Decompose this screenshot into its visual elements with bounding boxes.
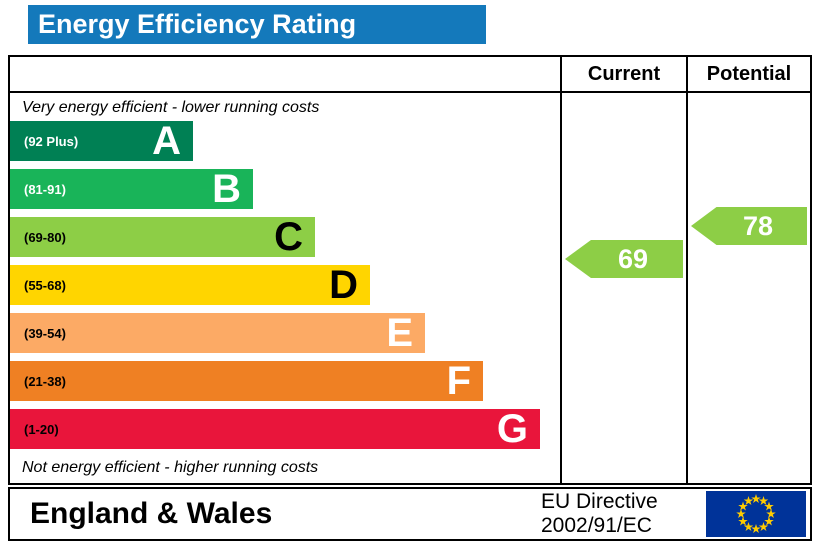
band-a: (92 Plus) A bbox=[10, 121, 193, 161]
potential-column: 78 bbox=[688, 93, 810, 483]
bottom-note: Not energy efficient - higher running co… bbox=[22, 459, 319, 476]
region-label: England & Wales bbox=[30, 497, 273, 530]
band-a-range-label: (92 Plus) bbox=[24, 133, 79, 149]
header-spacer bbox=[10, 57, 562, 91]
band-f: (21-38) F bbox=[10, 361, 483, 401]
table-header-row: Current Potential bbox=[10, 57, 810, 93]
band-c: (69-80) C bbox=[10, 217, 315, 257]
band-a-letter: A bbox=[152, 119, 181, 163]
potential-column-header: Potential bbox=[706, 63, 792, 85]
rating-scale-column: Very energy efficient - lower running co… bbox=[10, 93, 562, 483]
current-rating-value: 69 bbox=[617, 243, 649, 274]
current-column: 69 bbox=[562, 93, 688, 483]
band-f-letter: F bbox=[446, 359, 471, 403]
band-d: (55-68) D bbox=[10, 265, 370, 305]
band-d-letter: D bbox=[329, 263, 358, 307]
rating-table: Current Potential Very energy efficient … bbox=[8, 55, 812, 485]
band-b: (81-91) B bbox=[10, 169, 253, 209]
band-f-range-label: (21-38) bbox=[24, 373, 66, 389]
band-g-range-label: (1-20) bbox=[24, 421, 59, 437]
band-c-letter: C bbox=[274, 215, 303, 259]
band-c-range-label: (69-80) bbox=[24, 229, 66, 245]
eu-flag-icon bbox=[706, 491, 806, 537]
eu-directive-line2: 2002/91/EC bbox=[541, 514, 652, 537]
eu-directive-line1: EU Directive bbox=[541, 490, 658, 513]
potential-rating-value: 78 bbox=[742, 210, 774, 241]
band-d-range-label: (55-68) bbox=[24, 277, 66, 293]
band-e-range-label: (39-54) bbox=[24, 325, 66, 341]
current-rating-arrow: 69 bbox=[565, 240, 683, 278]
potential-rating-arrow: 78 bbox=[691, 207, 807, 245]
band-g-letter: G bbox=[496, 407, 528, 451]
band-e-letter: E bbox=[386, 311, 413, 355]
band-b-letter: B bbox=[212, 167, 241, 211]
eu-directive-label: EU Directive 2002/91/EC bbox=[541, 490, 706, 538]
band-g: (1-20) G bbox=[10, 409, 540, 449]
current-column-header: Current bbox=[562, 57, 688, 91]
chart-title: Energy Efficiency Rating bbox=[28, 5, 486, 44]
band-e: (39-54) E bbox=[10, 313, 425, 353]
band-b-range-label: (81-91) bbox=[24, 181, 66, 197]
top-note: Very energy efficient - lower running co… bbox=[22, 99, 320, 116]
footer-bar: England & Wales EU Directive 2002/91/EC bbox=[8, 487, 812, 541]
table-body-row: Very energy efficient - lower running co… bbox=[10, 93, 810, 483]
